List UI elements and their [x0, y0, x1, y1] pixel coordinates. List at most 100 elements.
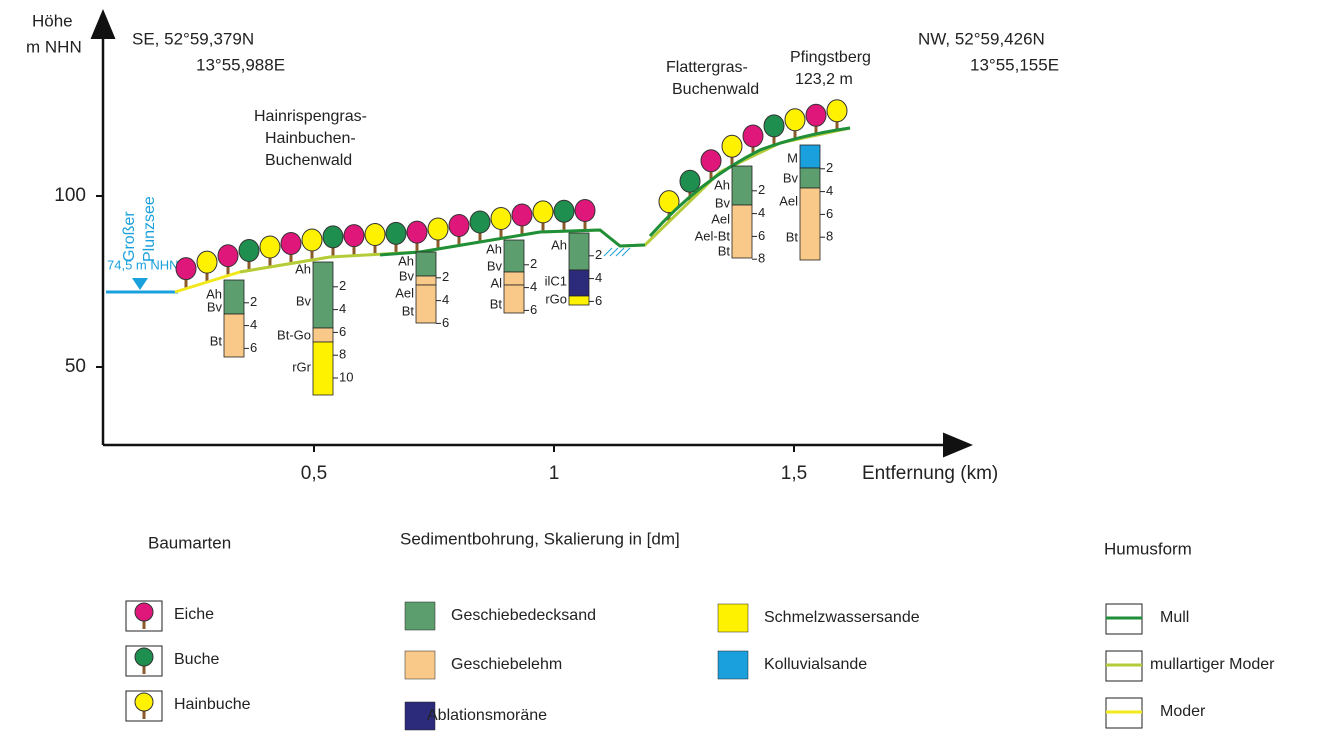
depth-label: 4	[442, 292, 449, 307]
tree-crown	[449, 215, 469, 237]
tree-crown	[575, 200, 595, 222]
depth-label: 4	[530, 279, 537, 294]
peak-label: Pfingstberg	[790, 49, 871, 66]
depth-label: 2	[250, 294, 257, 309]
location: 13°55,988E	[196, 55, 285, 74]
legend-swatch	[718, 604, 748, 632]
legend-label: Buche	[174, 651, 219, 668]
legend-crown	[135, 603, 153, 621]
depth-label: 2	[758, 182, 765, 197]
legend-title: Baumarten	[148, 533, 231, 552]
tree-crown	[722, 135, 742, 157]
forest-label: Buchenwald	[265, 152, 352, 169]
y-tick-label: 100	[54, 185, 86, 206]
legend-crown	[135, 648, 153, 666]
sediment-layer	[569, 270, 589, 296]
horizon-label: Bv	[715, 195, 731, 210]
tree-crown	[197, 251, 217, 273]
horizon-label: Bv	[487, 258, 503, 273]
legend-label: Ablationsmoräne	[427, 707, 547, 724]
tree-crown	[302, 229, 322, 251]
x-tick-label: 1	[549, 463, 560, 484]
sediment-layer	[800, 168, 820, 188]
location: SE, 52°59,379N	[132, 29, 254, 48]
tree-crown	[386, 222, 406, 244]
sediment-layer	[313, 328, 333, 342]
tree-crown	[239, 240, 259, 262]
depth-label: 2	[339, 278, 346, 293]
tree-crown	[827, 100, 847, 122]
horizon-label: Bt	[718, 243, 731, 258]
forest-label: Hainbuchen-	[265, 130, 356, 147]
sediment-layer	[800, 188, 820, 260]
horizon-label: M	[787, 150, 798, 165]
tree-crown	[512, 204, 532, 226]
water-hatch	[604, 248, 630, 256]
tree-crown	[701, 150, 721, 172]
tree-crown	[764, 115, 784, 137]
depth-label: 2	[595, 247, 602, 262]
sediment-layer	[416, 252, 436, 276]
tree-crown	[554, 200, 574, 222]
peak-label: 123,2 m	[795, 71, 853, 88]
lake-label: Großer	[121, 211, 138, 262]
horizon-label: Bt	[210, 333, 223, 348]
depth-label: 8	[758, 251, 765, 266]
sediment-layer	[313, 262, 333, 328]
horizon-label: Bv	[399, 268, 415, 283]
horizon-label: Bv	[207, 299, 223, 314]
depth-label: 8	[826, 229, 833, 244]
depth-label: 8	[339, 347, 346, 362]
horizon-label: Bv	[783, 170, 799, 185]
sediment-layer	[313, 342, 333, 395]
legend-crown	[135, 693, 153, 711]
horizon-label: Ah	[551, 237, 567, 252]
horizon-label: rGo	[545, 291, 567, 306]
horizon-label: Ah	[486, 241, 502, 256]
legend-label: Mull	[1160, 609, 1189, 626]
horizon-label: Ael	[395, 285, 414, 300]
tree-crown	[470, 211, 490, 233]
horizon-label: Bv	[296, 293, 312, 308]
horizon-label: ilC1	[545, 273, 567, 288]
location: 13°55,155E	[970, 55, 1059, 74]
horizon-label: Ah	[714, 177, 730, 192]
legend-label: Kolluvialsande	[764, 656, 867, 673]
tree-crown	[428, 218, 448, 240]
depth-label: 6	[442, 315, 449, 330]
legend-label: Hainbuche	[174, 696, 251, 713]
legend-title: Sedimentbohrung, Skalierung in [dm]	[400, 529, 680, 548]
depth-label: 4	[826, 183, 833, 198]
depth-label: 4	[339, 301, 346, 316]
tree-crown	[743, 125, 763, 147]
horizon-label: Ael	[779, 193, 798, 208]
legend-label: Schmelzwassersande	[764, 609, 920, 626]
sediment-layer	[504, 272, 524, 285]
depth-label: 6	[339, 324, 346, 339]
depth-label: 2	[826, 160, 833, 175]
depth-label: 10	[339, 369, 353, 384]
sediment-layer	[224, 314, 244, 357]
horizon-label: rGr	[292, 359, 311, 374]
legend-label: Moder	[1160, 703, 1206, 720]
tree-crown	[218, 245, 238, 267]
legend-label: Geschiebelehm	[451, 656, 562, 673]
depth-label: 6	[758, 228, 765, 243]
tree-crown	[344, 225, 364, 247]
depth-label: 2	[530, 256, 537, 271]
legend-label: Geschiebedecksand	[451, 607, 596, 624]
tree-crown	[365, 224, 385, 246]
sediment-layer	[732, 205, 752, 258]
legend-swatch	[718, 651, 748, 679]
horizon-label: Ael	[711, 211, 730, 226]
tree-crown	[491, 208, 511, 230]
tree-crown	[281, 233, 301, 255]
depth-label: 6	[250, 340, 257, 355]
depth-label: 6	[595, 293, 602, 308]
sediment-layer	[504, 240, 524, 272]
sediment-layer	[504, 285, 524, 313]
horizon-label: Bt-Go	[277, 327, 311, 342]
depth-label: 2	[442, 269, 449, 284]
forest-label: Buchenwald	[672, 81, 759, 98]
tree-crown	[680, 170, 700, 192]
